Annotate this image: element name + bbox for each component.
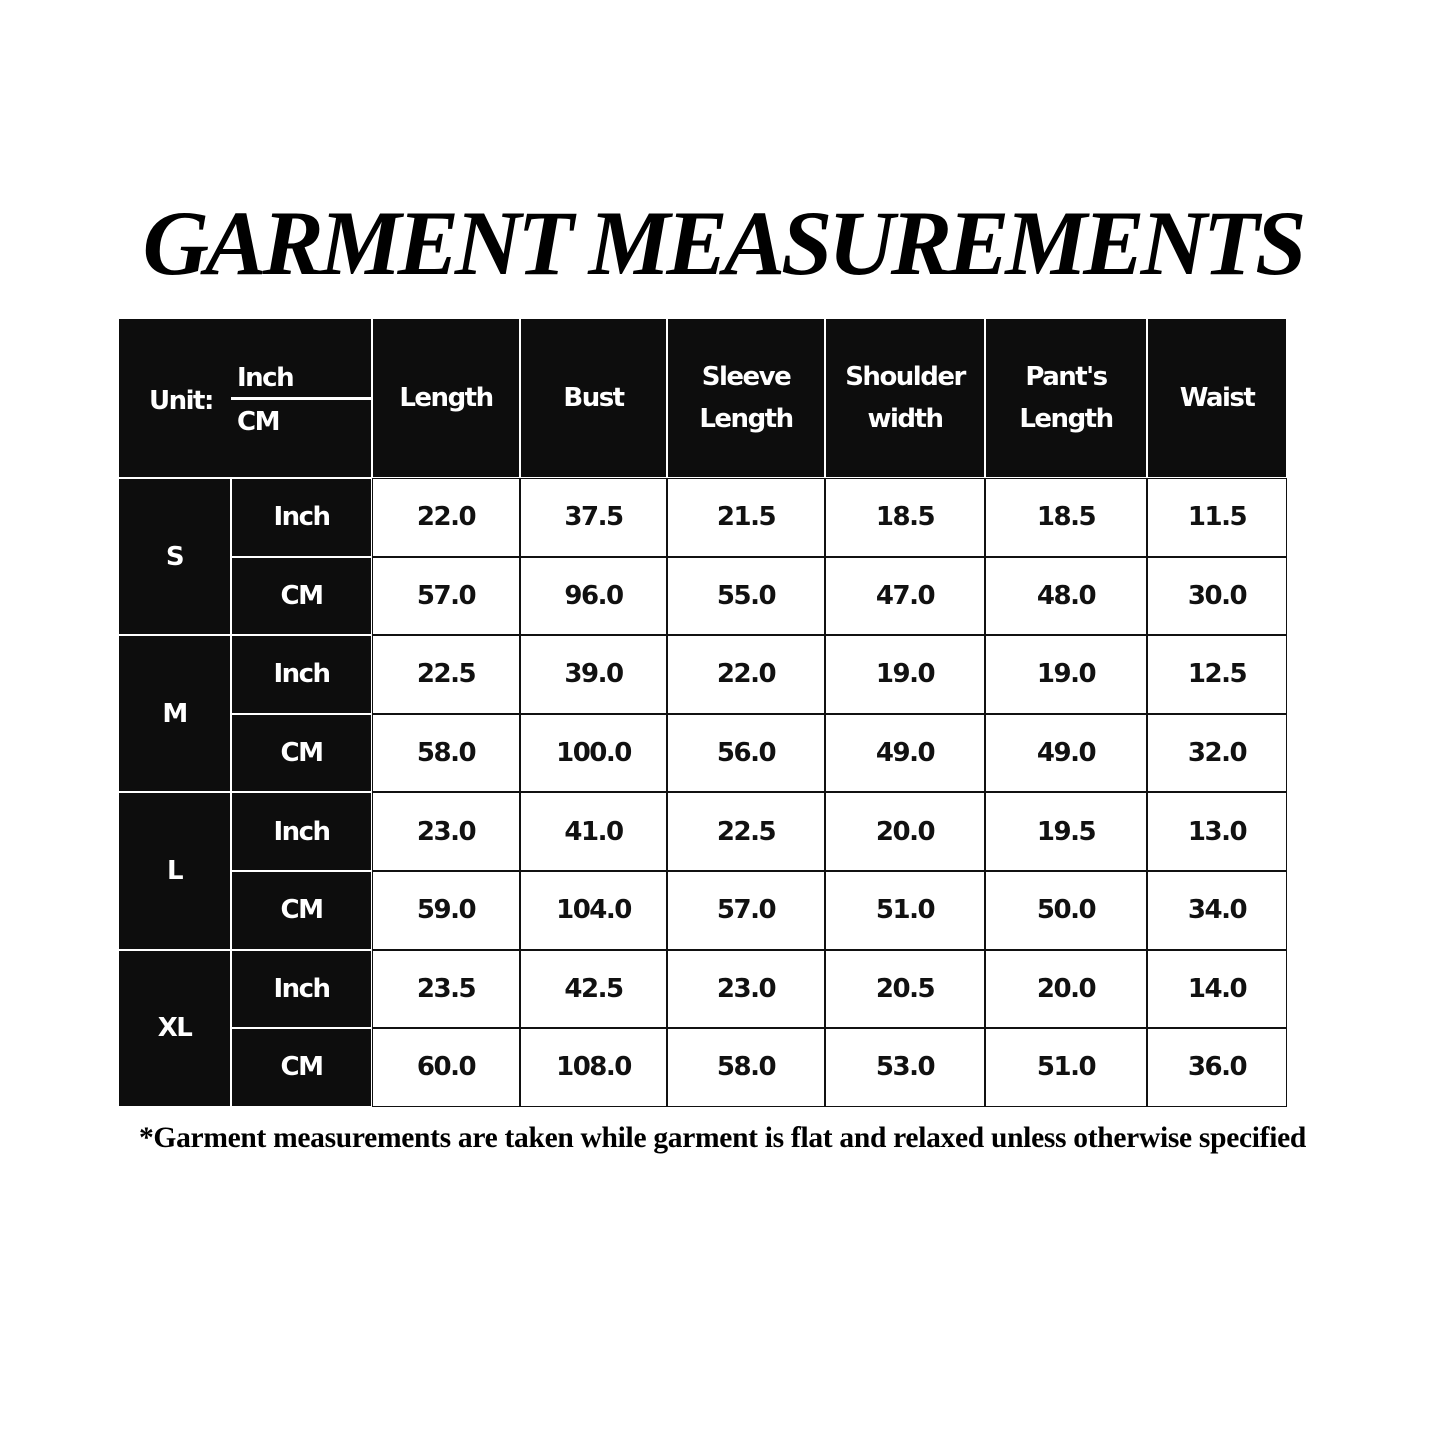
table-cell: 20.0 [985,949,1147,1029]
table-cell: 58.0 [667,1028,825,1107]
table-cell: 104.0 [520,870,667,950]
table-cell: 22.0 [667,635,825,714]
column-header: Waist [1147,318,1287,478]
unit-label: Unit: [149,386,214,416]
table-cell: 36.0 [1147,1028,1287,1107]
table-cell: 49.0 [985,713,1147,793]
column-header: Length [372,318,520,478]
table-cell: 21.5 [667,478,825,557]
column-header: Shoulder width [825,318,985,478]
table-cell: 57.0 [667,870,825,950]
table-cell: 23.5 [372,949,520,1029]
size-label: S [118,478,231,636]
table-cell: 47.0 [825,556,985,636]
table-cell: 14.0 [1147,949,1287,1029]
table-cell: 22.5 [667,792,825,871]
table-cell: 51.0 [825,870,985,950]
unit-label: CM [231,713,372,793]
size-label: L [118,792,231,950]
table-cell: 39.0 [520,635,667,714]
table-cell: 12.5 [1147,635,1287,714]
unit-inch: Inch [237,363,295,393]
unit-label: Inch [231,478,372,557]
table-cell: 20.5 [825,949,985,1029]
table-cell: 11.5 [1147,478,1287,557]
table-cell: 37.5 [520,478,667,557]
table-cell: 18.5 [825,478,985,557]
table-cell: 56.0 [667,713,825,793]
page-title: GARMENT MEASUREMENTS [142,192,1307,294]
size-label: M [118,635,231,793]
unit-label: Inch [231,949,372,1029]
unit-label: Inch [231,635,372,714]
unit-label: CM [231,1028,372,1107]
table-cell: 100.0 [520,713,667,793]
table-cell: 30.0 [1147,556,1287,636]
table-cell: 34.0 [1147,870,1287,950]
table-cell: 18.5 [985,478,1147,557]
column-header: Bust [520,318,667,478]
table-cell: 32.0 [1147,713,1287,793]
table-cell: 23.0 [372,792,520,871]
table-cell: 48.0 [985,556,1147,636]
table-cell: 42.5 [520,949,667,1029]
unit-label: Inch [231,792,372,871]
table-cell: 60.0 [372,1028,520,1107]
table-cell: 22.5 [372,635,520,714]
column-header: Sleeve Length [667,318,825,478]
table-cell: 41.0 [520,792,667,871]
table-cell: 49.0 [825,713,985,793]
column-header: Pant's Length [985,318,1147,478]
table-cell: 50.0 [985,870,1147,950]
unit-label: CM [231,556,372,636]
size-label: XL [118,949,231,1107]
table-cell: 53.0 [825,1028,985,1107]
table-cell: 59.0 [372,870,520,950]
unit-divider [231,397,371,400]
table-cell: 20.0 [825,792,985,871]
table-cell: 19.0 [985,635,1147,714]
table-cell: 19.5 [985,792,1147,871]
table-cell: 96.0 [520,556,667,636]
table-cell: 57.0 [372,556,520,636]
table-cell: 108.0 [520,1028,667,1107]
table-cell: 13.0 [1147,792,1287,871]
unit-header: Unit: Inch CM [118,318,372,478]
unit-cm: CM [237,407,280,437]
table-cell: 55.0 [667,556,825,636]
table-cell: 19.0 [825,635,985,714]
unit-label: CM [231,870,372,950]
table-cell: 51.0 [985,1028,1147,1107]
footnote: *Garment measurements are taken while ga… [138,1122,1307,1154]
table-cell: 22.0 [372,478,520,557]
table-cell: 23.0 [667,949,825,1029]
table-cell: 58.0 [372,713,520,793]
size-chart-table: Unit: Inch CM Length Bust Sleeve Length Shou… [118,318,1287,1107]
